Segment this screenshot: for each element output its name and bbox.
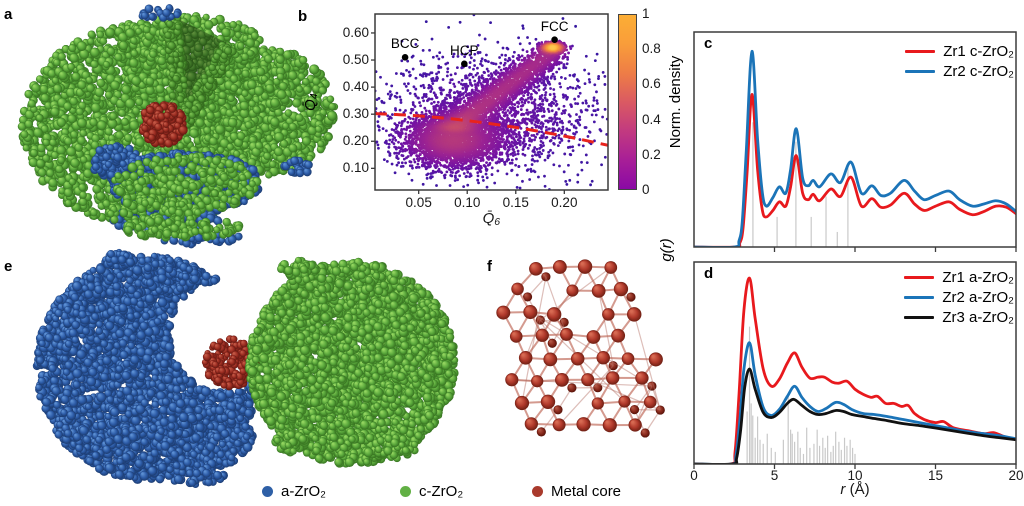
panel-e-particles-render — [0, 248, 480, 506]
legend-label: a-ZrO₂ — [281, 482, 326, 500]
colorbar-tick-label: 1 — [642, 6, 650, 21]
bottom-legend-item: c-ZrO₂ — [400, 479, 463, 503]
colorbar-tick-label: 0.2 — [642, 146, 661, 162]
panel-a-label: a — [4, 6, 13, 23]
colorbar-tick-label: 0.8 — [642, 41, 661, 57]
legend-item: Zr2 c-ZrO₂ — [905, 62, 1014, 81]
panel-c-legend: Zr1 c-ZrO₂ Zr2 c-ZrO₂ — [905, 42, 1014, 81]
b-x-tick-label: 0.10 — [454, 195, 481, 210]
line-chart-canvas-d — [690, 250, 1024, 506]
b-y-tick-label: 0.10 — [342, 160, 369, 176]
panel-c-label: c — [704, 35, 713, 52]
b-x-axis-title: Q̄₆ — [482, 210, 501, 227]
b-x-tick-label: 0.05 — [405, 195, 432, 210]
panel-d-label: d — [704, 265, 714, 282]
ref-label-hcp: HCP — [450, 42, 479, 58]
panel-e-label: e — [4, 258, 13, 275]
legend-label: Zr2 c-ZrO₂ — [943, 63, 1014, 80]
colorbar-label: Norm. density — [667, 55, 684, 149]
colorbar-tick-label: 0 — [642, 182, 650, 197]
legend-label: Zr2 a-ZrO₂ — [942, 289, 1014, 306]
legend-label: Zr3 a-ZrO₂ — [942, 309, 1014, 326]
legend-label: c-ZrO₂ — [419, 482, 464, 500]
colorbar-tick-label: 0.4 — [642, 111, 661, 127]
d-x-tick-label: 20 — [1008, 468, 1024, 483]
d-x-tick-label: 0 — [690, 468, 698, 483]
colorbar-tick-label: 0.6 — [642, 76, 661, 92]
d-x-tick-label: 15 — [927, 468, 944, 483]
d-x-tick-label: 10 — [847, 468, 863, 483]
legend-item: Zr1 c-ZrO₂ — [905, 42, 1014, 61]
b-y-axis-title: Q̄₄ — [302, 93, 319, 111]
bottom-legend-item: a-ZrO₂ — [262, 479, 326, 503]
legend-line-swatch — [905, 69, 936, 74]
legend-label: Metal core — [551, 482, 622, 500]
ref-label-fcc: FCC — [540, 18, 569, 34]
panel-a-nanoparticle-render — [0, 0, 340, 255]
panel-b-chart: b Q̄₄ Q̄₆ Norm. density 0.10 0.20 0.30 0.40… — [295, 0, 693, 250]
panel-f-label: f — [487, 258, 492, 275]
panel-d-chart: d Zr1 a-ZrO₂ Zr2 a-ZrO₂ Zr3 a-ZrO₂ r (Å) 0… — [690, 250, 1024, 506]
legend-item: Zr1 a-ZrO₂ — [904, 268, 1014, 287]
legend-dot — [532, 485, 543, 497]
panel-f-lattice-render — [478, 252, 686, 470]
legend-dot — [262, 485, 273, 497]
panel-d-legend: Zr1 a-ZrO₂ Zr2 a-ZrO₂ Zr3 a-ZrO₂ — [904, 268, 1014, 327]
b-y-tick-label: 0.20 — [342, 133, 369, 149]
gr-axis-title: g(r) — [658, 238, 675, 262]
legend-label: Zr1 c-ZrO₂ — [943, 43, 1014, 60]
colorbar — [618, 14, 637, 190]
b-y-tick-label: 0.60 — [342, 24, 369, 40]
ref-label-bcc: BCC — [390, 36, 420, 52]
bottom-legend: a-ZrO₂ c-ZrO₂ Metal core — [0, 479, 1024, 503]
legend-item: Zr2 a-ZrO₂ — [904, 288, 1014, 307]
legend-item: Zr3 a-ZrO₂ — [904, 308, 1014, 327]
panel-b-label: b — [298, 8, 308, 25]
b-x-tick-label: 0.20 — [551, 195, 578, 210]
legend-line-swatch — [904, 275, 935, 280]
b-y-tick-label: 0.30 — [342, 106, 369, 122]
b-y-tick-label: 0.50 — [342, 52, 369, 68]
legend-line-swatch — [904, 295, 935, 300]
panel-c-chart: c Zr1 c-ZrO₂ Zr2 c-ZrO₂ — [690, 0, 1024, 256]
legend-dot — [400, 485, 411, 497]
b-y-tick-label: 0.40 — [342, 79, 369, 95]
d-x-tick-label: 5 — [770, 468, 779, 483]
legend-label: Zr1 a-ZrO₂ — [942, 269, 1014, 286]
line-chart-canvas-c — [690, 0, 1024, 256]
bottom-legend-item: Metal core — [532, 479, 621, 503]
legend-line-swatch — [905, 49, 936, 54]
d-x-axis-title: r (Å) — [840, 481, 870, 498]
legend-line-swatch — [904, 315, 935, 320]
b-x-tick-label: 0.15 — [502, 195, 529, 210]
